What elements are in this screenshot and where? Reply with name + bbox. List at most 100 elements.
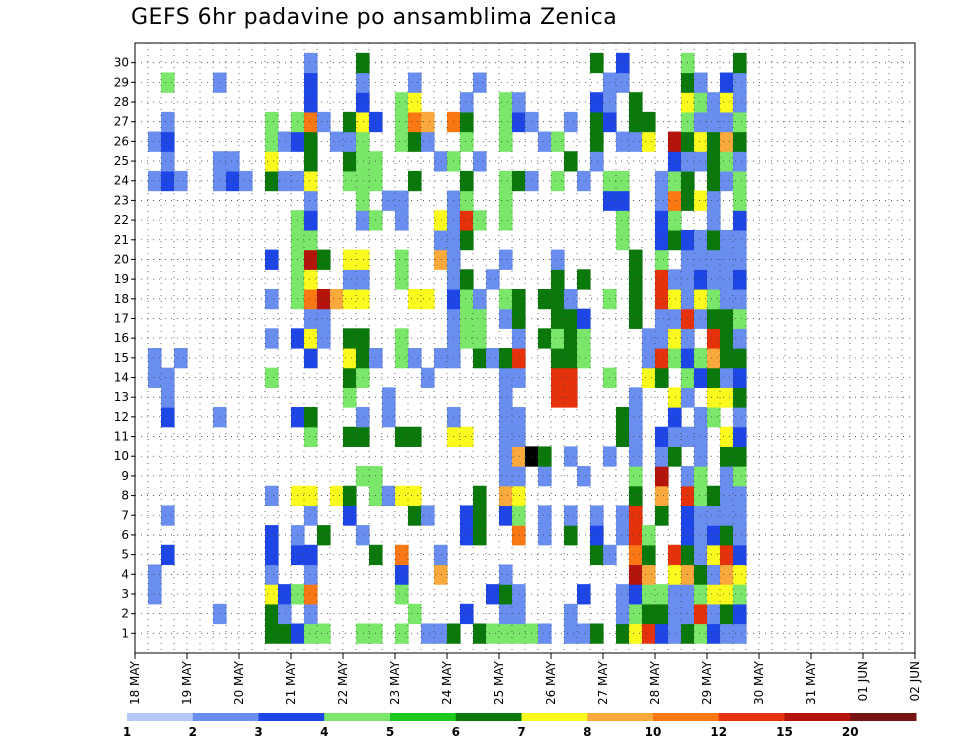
heatmap-cell xyxy=(668,407,682,428)
heatmap-cell xyxy=(577,308,591,329)
heatmap-cell xyxy=(668,131,682,152)
heatmap-cell xyxy=(330,131,344,152)
heatmap-cell xyxy=(707,505,721,526)
heatmap-cell xyxy=(551,367,565,388)
heatmap-cell xyxy=(356,52,370,74)
heatmap-cell xyxy=(590,52,604,74)
heatmap-cell xyxy=(434,623,448,644)
heatmap-cell xyxy=(733,485,747,507)
heatmap-cell xyxy=(538,131,552,152)
legend-label: 2 xyxy=(189,725,197,739)
heatmap-cell xyxy=(148,564,162,585)
heatmap-cell xyxy=(226,151,240,172)
heatmap-cell xyxy=(356,288,370,310)
heatmap-cell xyxy=(408,348,422,369)
heatmap-cell xyxy=(733,249,747,270)
heatmap-cell xyxy=(408,288,422,310)
heatmap-cell xyxy=(395,623,409,644)
heatmap-cell xyxy=(655,269,669,290)
heatmap-cell xyxy=(343,367,357,388)
heatmap-cell xyxy=(317,525,331,546)
heatmap-cell xyxy=(408,603,422,625)
heatmap-cell xyxy=(356,210,370,231)
y-tick-label: 29 xyxy=(114,75,129,89)
heatmap-cell xyxy=(265,151,279,172)
legend-label: 20 xyxy=(842,725,859,739)
legend-label: 4 xyxy=(320,725,328,739)
heatmap-cell xyxy=(655,603,669,625)
y-tick-label: 5 xyxy=(121,548,129,562)
y-tick-label: 23 xyxy=(114,193,129,207)
legend-label: 1 xyxy=(123,725,131,739)
heatmap-cell xyxy=(720,72,734,93)
heatmap-cell xyxy=(395,92,409,113)
heatmap-cell xyxy=(304,288,318,310)
heatmap-cell xyxy=(720,308,734,329)
heatmap-cell xyxy=(265,603,279,625)
heatmap-cell xyxy=(304,210,318,231)
heatmap-cell xyxy=(148,348,162,369)
heatmap-cell xyxy=(707,387,721,408)
heatmap-cell xyxy=(343,111,357,133)
heatmap-cell xyxy=(564,328,578,349)
heatmap-cell xyxy=(512,525,526,546)
heatmap-cell xyxy=(304,269,318,290)
heatmap-cell xyxy=(629,288,643,310)
heatmap-cell xyxy=(668,269,682,290)
heatmap-cell xyxy=(629,584,643,605)
y-tick-label: 30 xyxy=(114,56,129,70)
heatmap-cell xyxy=(512,92,526,113)
heatmap-cell xyxy=(668,210,682,231)
heatmap-cell xyxy=(460,328,474,349)
legend-label: 15 xyxy=(776,725,793,739)
heatmap-cell xyxy=(148,131,162,152)
heatmap-cell xyxy=(499,584,513,605)
heatmap-cell xyxy=(408,131,422,152)
heatmap-cell xyxy=(733,170,747,192)
heatmap-cell xyxy=(629,623,643,644)
heatmap-cell xyxy=(694,229,708,251)
heatmap-cell xyxy=(148,170,162,192)
heatmap-cell xyxy=(642,603,656,625)
heatmap-cell xyxy=(265,525,279,546)
legend-swatch xyxy=(258,713,325,721)
heatmap-cell xyxy=(343,426,357,447)
heatmap-cell xyxy=(720,269,734,290)
heatmap-cell xyxy=(629,387,643,408)
heatmap-cell xyxy=(733,446,747,467)
heatmap-cell xyxy=(694,151,708,172)
heatmap-cell xyxy=(733,623,747,644)
heatmap-cell xyxy=(720,485,734,507)
heatmap-cell xyxy=(577,170,591,192)
heatmap-cell xyxy=(161,170,175,192)
heatmap-cell xyxy=(460,170,474,192)
heatmap-cell xyxy=(668,387,682,408)
heatmap-cell xyxy=(707,269,721,290)
heatmap-cell xyxy=(720,505,734,526)
heatmap-cell xyxy=(577,623,591,644)
heatmap-cell xyxy=(317,111,331,133)
heatmap-cell xyxy=(694,485,708,507)
heatmap-cell xyxy=(590,623,604,644)
heatmap-cell xyxy=(655,348,669,369)
heatmap-cell xyxy=(642,525,656,546)
heatmap-cell xyxy=(265,584,279,605)
heatmap-cell xyxy=(265,328,279,349)
heatmap-cell xyxy=(733,92,747,113)
heatmap-cell xyxy=(733,111,747,133)
heatmap-cell xyxy=(707,151,721,172)
heatmap-cell xyxy=(538,328,552,349)
heatmap-cell xyxy=(564,288,578,310)
heatmap-cell xyxy=(304,92,318,113)
heatmap-cell xyxy=(434,564,448,585)
heatmap-cell xyxy=(304,131,318,152)
heatmap-cell xyxy=(408,170,422,192)
heatmap-cell xyxy=(499,407,513,428)
heatmap-cell xyxy=(733,190,747,211)
heatmap-cell xyxy=(694,603,708,625)
heatmap-cell xyxy=(265,131,279,152)
heatmap-cell xyxy=(499,210,513,231)
heatmap-cell xyxy=(655,446,669,467)
y-tick-label: 22 xyxy=(114,213,129,227)
heatmap-cell xyxy=(577,269,591,290)
